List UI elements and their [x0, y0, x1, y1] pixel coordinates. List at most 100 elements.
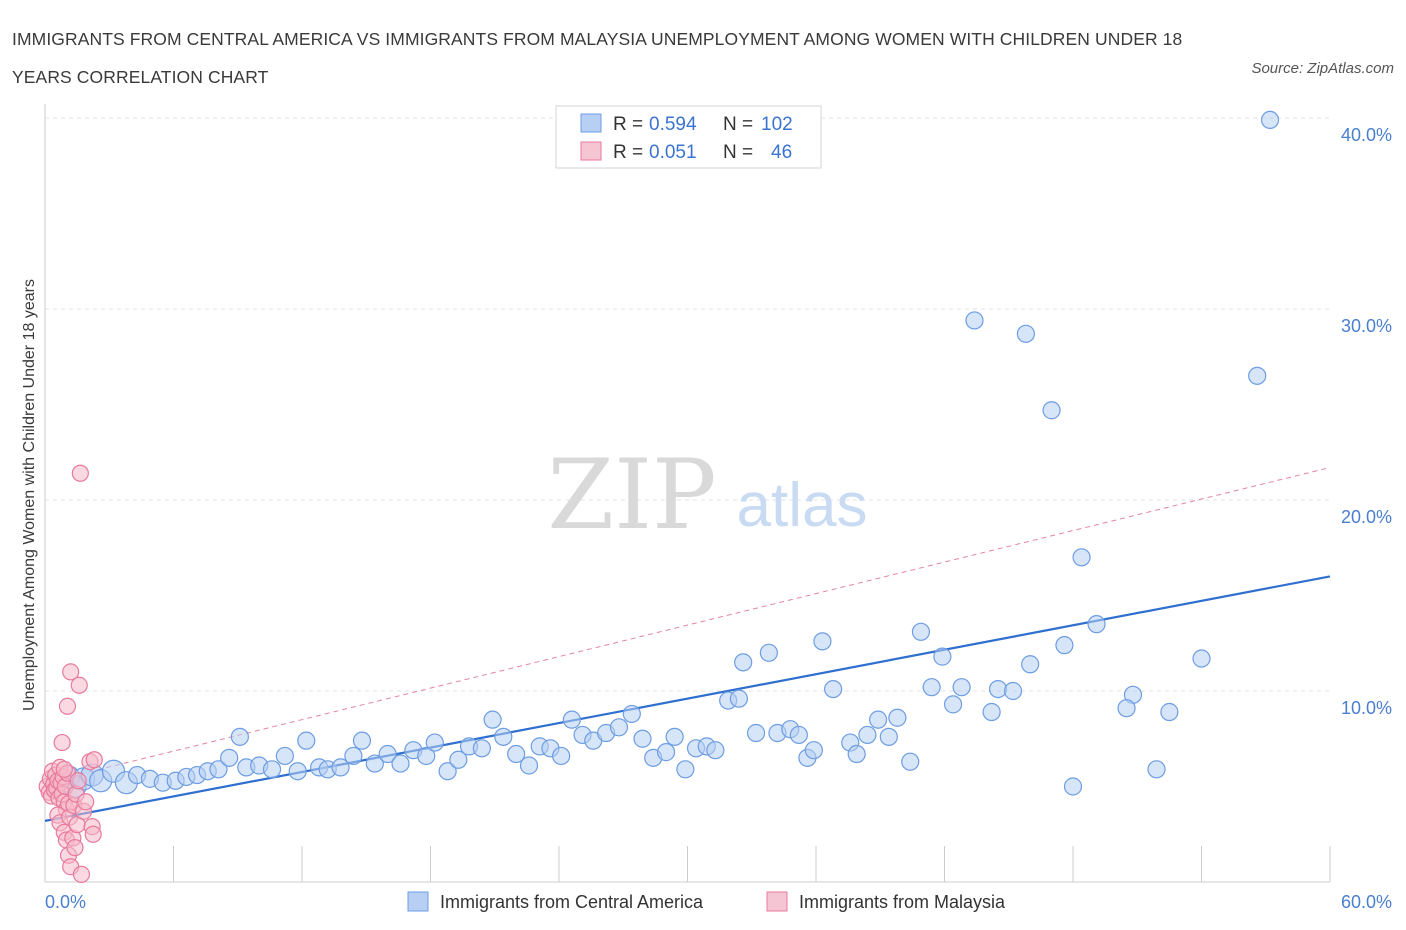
y-axis-label: Unemployment Among Women with Children U… [21, 279, 38, 711]
point-central-america [449, 750, 468, 769]
gridlines [45, 117, 1330, 692]
point-central-america [1160, 702, 1179, 722]
point-central-america [425, 733, 444, 752]
watermark-zip: ZIP [547, 439, 716, 551]
point-malaysia [71, 464, 89, 482]
point-central-america [494, 727, 513, 746]
legend-label-malaysia: Immigrants from Malaysia [799, 892, 1006, 912]
point-malaysia [58, 697, 77, 715]
stats-n-label-pink: N = [723, 142, 753, 163]
point-central-america [847, 744, 866, 764]
point-central-america [483, 710, 502, 729]
point-central-america [1087, 615, 1106, 634]
point-central-america [1016, 324, 1035, 343]
point-central-america [262, 760, 282, 779]
point-central-america [552, 746, 571, 766]
trend-lines [44, 467, 1331, 822]
point-central-america [952, 678, 971, 697]
point-central-america [804, 741, 823, 760]
point-central-america [1042, 401, 1061, 420]
trend-line-central-america [44, 575, 1331, 822]
point-central-america [982, 702, 1001, 722]
point-malaysia [62, 663, 80, 681]
point-central-america [706, 741, 725, 760]
watermark-atlas: atlas [737, 471, 868, 540]
stats-r-label-blue: R = [613, 114, 643, 135]
point-central-america [417, 746, 436, 766]
point-central-america [734, 653, 753, 672]
legend-label-central-america: Immigrants from Central America [440, 892, 704, 912]
data-points [38, 110, 1280, 883]
stats-legend: R = 0.594 N = 102 R = 0.051 N = 46 [555, 105, 822, 169]
point-central-america [888, 708, 907, 727]
point-central-america [1003, 681, 1023, 701]
point-malaysia [70, 676, 88, 694]
point-malaysia [53, 733, 71, 752]
stats-n-value-pink: 46 [771, 142, 792, 163]
point-malaysia [72, 865, 91, 883]
legend-swatch-central-america [407, 891, 429, 912]
point-central-america [331, 758, 350, 777]
point-central-america [1055, 636, 1074, 655]
point-central-america [230, 727, 249, 746]
point-central-america [901, 752, 920, 771]
point-central-america [869, 710, 888, 729]
point-central-america [911, 622, 931, 641]
point-central-america [824, 679, 843, 699]
point-central-america [220, 748, 239, 767]
x-tick-label: 60.0% [1341, 892, 1392, 912]
point-central-america [759, 643, 778, 662]
point-central-america [1192, 649, 1211, 668]
point-central-america [288, 762, 307, 781]
point-central-america [789, 725, 808, 745]
point-central-america [676, 760, 695, 779]
legend-swatch-malaysia [766, 891, 788, 912]
point-malaysia [69, 772, 87, 790]
stats-swatch-pink [580, 141, 602, 161]
point-central-america [391, 754, 410, 773]
point-central-america [965, 311, 984, 330]
point-central-america [344, 746, 363, 766]
point-central-america [609, 718, 629, 737]
point-central-america [352, 731, 372, 750]
point-central-america [1117, 699, 1136, 718]
y-tick-label: 30.0% [1341, 316, 1392, 336]
axes [44, 104, 1331, 883]
stats-r-value-pink: 0.051 [649, 142, 697, 163]
point-central-america [813, 632, 832, 651]
point-central-america [858, 725, 877, 745]
point-central-america [1147, 760, 1166, 779]
point-central-america [472, 739, 491, 758]
point-central-america [729, 689, 749, 708]
point-central-america [746, 723, 766, 743]
y-tick-label: 40.0% [1341, 125, 1392, 145]
point-malaysia [84, 825, 102, 843]
stats-r-value-blue: 0.594 [649, 114, 697, 135]
point-central-america [933, 647, 952, 666]
stats-swatch-blue [580, 113, 602, 133]
point-central-america [943, 695, 963, 714]
point-central-america [656, 743, 676, 762]
source-label: Source: ZipAtlas.com [1251, 60, 1394, 77]
y-tick-label: 10.0% [1341, 698, 1392, 718]
point-central-america [879, 727, 898, 746]
point-central-america [633, 729, 652, 748]
point-malaysia [55, 760, 73, 778]
point-malaysia [85, 751, 103, 769]
trend-line-malaysia [44, 467, 1331, 784]
series-legend: Immigrants from Central America Immigran… [407, 891, 1006, 912]
point-central-america [297, 731, 316, 750]
chart-title: IMMIGRANTS FROM CENTRAL AMERICA VS IMMIG… [12, 29, 1183, 87]
point-central-america [622, 704, 641, 724]
point-central-america [507, 744, 526, 764]
point-central-america [922, 678, 941, 697]
point-central-america [1063, 777, 1083, 796]
point-central-america [378, 744, 397, 764]
point-central-america [1248, 366, 1267, 385]
point-central-america [562, 710, 581, 729]
point-central-america [519, 756, 539, 775]
tick-labels: 10.0% 20.0% 30.0% 40.0% 0.0% 60.0% [45, 125, 1392, 912]
point-central-america [365, 754, 384, 773]
point-central-america [209, 760, 228, 779]
